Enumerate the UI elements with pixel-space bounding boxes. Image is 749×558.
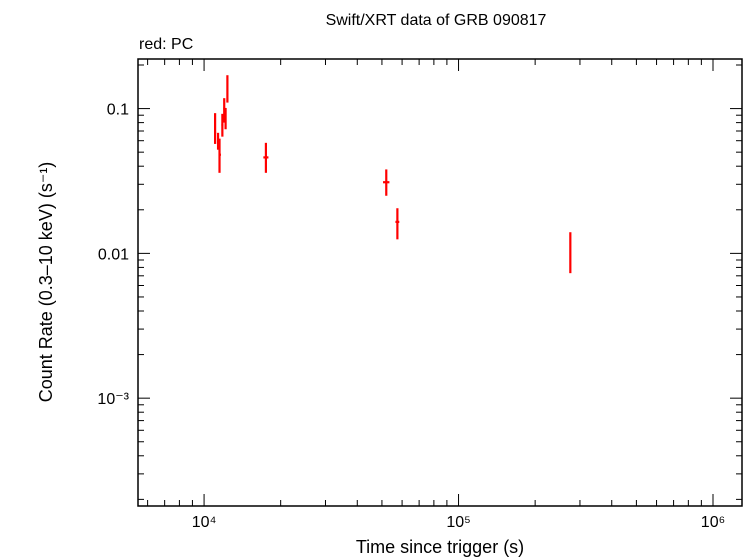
x-tick-label: 10⁴ bbox=[192, 514, 217, 531]
data-point bbox=[395, 208, 400, 240]
data-point bbox=[218, 138, 221, 173]
data-points bbox=[214, 75, 572, 274]
axis-tick-labels: 10⁴ 10⁵ 10⁶ 0.1 0.01 10⁻³ bbox=[97, 102, 725, 531]
data-point bbox=[214, 113, 217, 144]
data-point bbox=[226, 75, 229, 103]
data-point bbox=[224, 107, 227, 130]
y-tick-label: 0.1 bbox=[107, 102, 129, 119]
data-point bbox=[569, 232, 572, 274]
y-tick-label: 10⁻³ bbox=[97, 391, 129, 408]
plot-frame bbox=[137, 58, 743, 507]
chart-title: Swift/XRT data of GRB 090817 bbox=[326, 12, 547, 29]
x-tick-label: 10⁵ bbox=[446, 514, 470, 531]
y-axis-label: Count Rate (0.3–10 keV) (s⁻¹) bbox=[36, 162, 56, 403]
axis-ticks bbox=[138, 59, 742, 506]
x-tick-label: 10⁶ bbox=[701, 514, 725, 531]
data-point bbox=[221, 113, 224, 137]
data-point bbox=[263, 142, 269, 173]
chart-subtitle: red: PC bbox=[139, 36, 193, 53]
x-axis-label: Time since trigger (s) bbox=[356, 537, 524, 557]
y-tick-label: 0.01 bbox=[98, 246, 129, 263]
data-point bbox=[383, 169, 390, 196]
